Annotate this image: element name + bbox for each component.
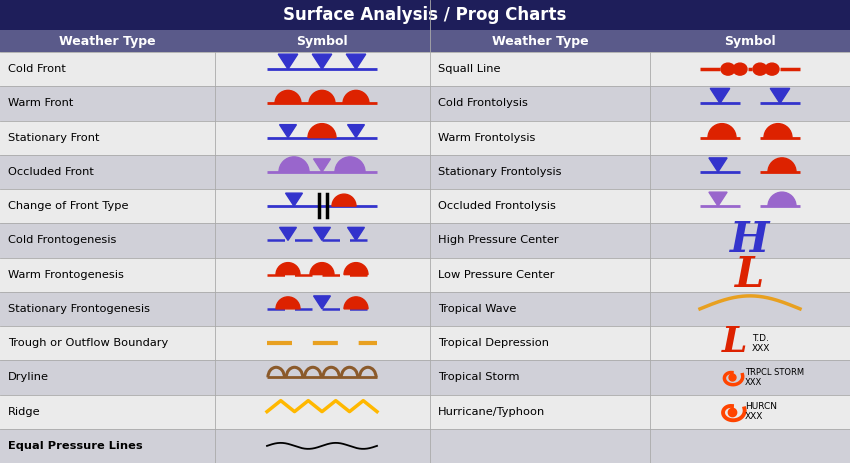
Text: HURCN: HURCN	[745, 402, 777, 411]
Wedge shape	[335, 157, 365, 172]
Ellipse shape	[765, 63, 779, 75]
Text: Squall Line: Squall Line	[438, 64, 501, 74]
Wedge shape	[332, 194, 356, 206]
Wedge shape	[768, 158, 796, 172]
Wedge shape	[275, 90, 301, 103]
Bar	[0, 223, 850, 257]
Wedge shape	[276, 297, 300, 309]
Polygon shape	[312, 54, 332, 69]
Text: Tropical Wave: Tropical Wave	[438, 304, 516, 314]
Text: Symbol: Symbol	[724, 35, 776, 48]
Wedge shape	[344, 263, 368, 275]
Text: Hurricane/Typhoon: Hurricane/Typhoon	[438, 407, 545, 417]
Bar	[0, 52, 850, 86]
Text: Cold Frontolysis: Cold Frontolysis	[438, 98, 528, 108]
Polygon shape	[280, 125, 297, 138]
Ellipse shape	[733, 63, 747, 75]
Wedge shape	[310, 263, 334, 275]
Text: Occluded Front: Occluded Front	[8, 167, 94, 177]
Text: Low Pressure Center: Low Pressure Center	[438, 269, 554, 280]
Text: Tropical Storm: Tropical Storm	[438, 372, 519, 382]
Text: Weather Type: Weather Type	[491, 35, 588, 48]
Wedge shape	[309, 90, 335, 103]
Bar	[0, 394, 850, 429]
Polygon shape	[286, 193, 303, 206]
Wedge shape	[764, 124, 792, 138]
Bar	[0, 189, 850, 223]
Bar	[0, 292, 850, 326]
Polygon shape	[314, 296, 331, 309]
Bar	[0, 120, 850, 155]
Polygon shape	[314, 227, 331, 240]
Text: Warm Frontogenesis: Warm Frontogenesis	[8, 269, 124, 280]
Bar	[0, 429, 850, 463]
Text: XXX: XXX	[752, 344, 770, 353]
Text: High Pressure Center: High Pressure Center	[438, 235, 558, 245]
Text: Stationary Frontogenesis: Stationary Frontogenesis	[8, 304, 150, 314]
Wedge shape	[343, 90, 369, 103]
Text: Occluded Frontolysis: Occluded Frontolysis	[438, 201, 556, 211]
Text: L: L	[722, 325, 748, 359]
Bar	[0, 326, 850, 360]
Wedge shape	[279, 157, 309, 172]
Bar	[0, 30, 850, 52]
Text: Symbol: Symbol	[296, 35, 348, 48]
Text: Surface Analysis / Prog Charts: Surface Analysis / Prog Charts	[283, 6, 567, 24]
Text: Dryline: Dryline	[8, 372, 49, 382]
Text: TRPCL STORM: TRPCL STORM	[745, 368, 804, 377]
Text: H: H	[730, 219, 770, 262]
Wedge shape	[708, 124, 736, 138]
Text: Weather Type: Weather Type	[59, 35, 156, 48]
Bar	[0, 360, 850, 394]
Text: Tropical Depression: Tropical Depression	[438, 338, 549, 348]
Polygon shape	[709, 158, 727, 172]
Polygon shape	[711, 88, 730, 103]
Polygon shape	[348, 227, 365, 240]
Bar	[0, 155, 850, 189]
Text: Warm Front: Warm Front	[8, 98, 73, 108]
Text: Trough or Outflow Boundary: Trough or Outflow Boundary	[8, 338, 168, 348]
Text: Cold Frontogenesis: Cold Frontogenesis	[8, 235, 116, 245]
Ellipse shape	[753, 63, 767, 75]
Wedge shape	[276, 263, 300, 275]
Text: Equal Pressure Lines: Equal Pressure Lines	[8, 441, 143, 451]
Polygon shape	[280, 227, 297, 240]
Wedge shape	[344, 297, 368, 309]
Polygon shape	[709, 192, 727, 206]
Text: Cold Front: Cold Front	[8, 64, 66, 74]
Wedge shape	[768, 192, 796, 206]
Text: XXX: XXX	[745, 378, 762, 387]
Polygon shape	[346, 54, 366, 69]
Text: Warm Frontolysis: Warm Frontolysis	[438, 132, 536, 143]
Bar	[0, 0, 850, 30]
Text: Stationary Front: Stationary Front	[8, 132, 99, 143]
Text: T.D.: T.D.	[752, 334, 769, 343]
Text: XXX: XXX	[745, 412, 763, 421]
Text: Stationary Frontolysis: Stationary Frontolysis	[438, 167, 562, 177]
Polygon shape	[770, 88, 790, 103]
Bar	[0, 257, 850, 292]
Bar	[0, 86, 850, 120]
Polygon shape	[348, 125, 365, 138]
Polygon shape	[314, 159, 331, 172]
Polygon shape	[278, 54, 297, 69]
Ellipse shape	[721, 63, 735, 75]
Wedge shape	[308, 124, 336, 138]
Text: Change of Front Type: Change of Front Type	[8, 201, 128, 211]
Text: L: L	[735, 254, 765, 295]
Text: Ridge: Ridge	[8, 407, 41, 417]
